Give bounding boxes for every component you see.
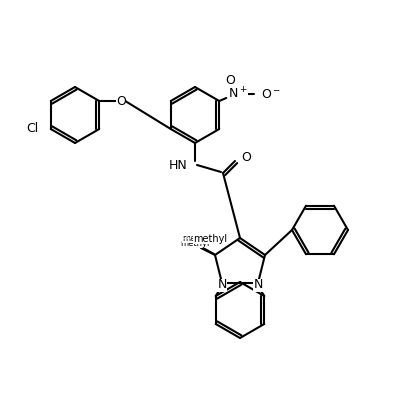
Text: Cl: Cl xyxy=(27,122,39,135)
Text: O$^-$: O$^-$ xyxy=(261,88,281,101)
Text: methyl: methyl xyxy=(170,231,204,241)
Text: N$^+$: N$^+$ xyxy=(228,86,248,102)
Text: methyl: methyl xyxy=(180,238,210,248)
Text: O: O xyxy=(225,74,235,86)
Text: N: N xyxy=(253,278,263,291)
Text: methyl: methyl xyxy=(193,234,227,244)
Text: HN: HN xyxy=(168,158,187,171)
Text: O: O xyxy=(116,95,126,107)
Text: N: N xyxy=(217,278,227,291)
Text: O: O xyxy=(241,150,251,164)
Text: methyl: methyl xyxy=(182,234,212,243)
